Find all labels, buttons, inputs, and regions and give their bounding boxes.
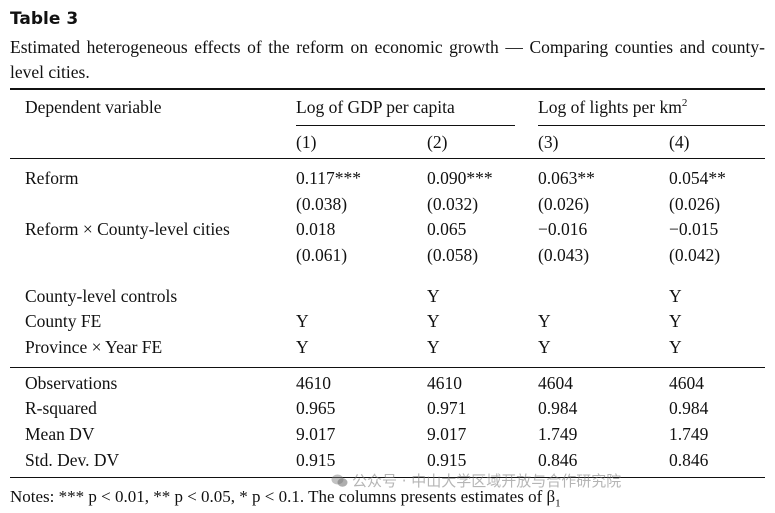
se-cell: (0.058) [427, 245, 479, 265]
row-label-province-year-fe: Province × Year FE [25, 337, 163, 357]
stat-cell: 0.971 [427, 398, 467, 418]
indicator-cell: Y [669, 286, 682, 306]
stat-cell: 0.846 [538, 450, 578, 470]
row-label-reform: Reform [25, 168, 79, 188]
row-label-county-fe: County FE [25, 311, 102, 331]
row-label-controls: County-level controls [25, 286, 178, 306]
group-header-lights: Log of lights per km2 [538, 97, 688, 117]
indicator-cell: Y [296, 337, 309, 357]
group-header-lights-sup: 2 [681, 97, 688, 110]
group2-underline [538, 125, 765, 126]
stat-cell: 0.984 [669, 398, 709, 418]
row-label-observations: Observations [25, 373, 118, 393]
stat-cell: 1.749 [669, 424, 709, 444]
header-rule [10, 158, 765, 159]
stat-cell: 0.915 [296, 450, 336, 470]
stat-cell: 4604 [669, 373, 704, 393]
coef-cell: 0.117*** [296, 168, 361, 188]
se-cell: (0.043) [538, 245, 590, 265]
se-cell: (0.042) [669, 245, 721, 265]
group-header-gdp: Log of GDP per capita [296, 97, 455, 117]
row-label-sd-dv: Std. Dev. DV [25, 450, 120, 470]
table-label: Table 3 [10, 9, 79, 29]
bottom-rule [10, 477, 765, 478]
coef-cell: 0.018 [296, 219, 336, 239]
indicator-cell: Y [427, 311, 440, 331]
se-cell: (0.061) [296, 245, 348, 265]
col-number: (1) [296, 132, 317, 152]
coef-cell: 0.090*** [427, 168, 493, 188]
indicator-cell: Y [296, 311, 309, 331]
watermark-text: 公众号 · 中山大学区域开放与合作研究院 [352, 472, 622, 490]
coef-cell: −0.015 [669, 219, 719, 239]
se-cell: (0.032) [427, 194, 479, 214]
row-label-r-squared: R-squared [25, 398, 97, 418]
stat-cell: 0.965 [296, 398, 336, 418]
se-cell: (0.026) [669, 194, 721, 214]
top-rule [10, 88, 765, 90]
mid-rule [10, 367, 765, 368]
row-label-mean-dv: Mean DV [25, 424, 95, 444]
coef-cell: 0.065 [427, 219, 467, 239]
stat-cell: 4610 [296, 373, 331, 393]
col-number: (3) [538, 132, 559, 152]
group1-underline [296, 125, 515, 126]
stat-cell: 9.017 [427, 424, 467, 444]
footnote-subscript: 1 [555, 497, 561, 510]
indicator-cell: Y [538, 337, 551, 357]
stat-cell: 0.915 [427, 450, 467, 470]
indicator-cell: Y [427, 286, 440, 306]
indicator-cell: Y [538, 311, 551, 331]
coef-cell: 0.054** [669, 168, 726, 188]
dep-var-header: Dependent variable [25, 97, 162, 117]
col-number: (4) [669, 132, 690, 152]
coef-cell: 0.063** [538, 168, 595, 188]
indicator-cell: Y [427, 337, 440, 357]
se-cell: (0.026) [538, 194, 590, 214]
stat-cell: 4610 [427, 373, 462, 393]
se-cell: (0.038) [296, 194, 348, 214]
indicator-cell: Y [669, 311, 682, 331]
stat-cell: 1.749 [538, 424, 578, 444]
stat-cell: 9.017 [296, 424, 336, 444]
watermark: 公众号 · 中山大学区域开放与合作研究院 [331, 470, 621, 491]
stat-cell: 0.846 [669, 450, 709, 470]
col-number: (2) [427, 132, 448, 152]
stat-cell: 4604 [538, 373, 573, 393]
row-label-interaction: Reform × County-level cities [25, 219, 230, 239]
table-caption: Estimated heterogeneous effects of the r… [10, 37, 765, 82]
coef-cell: −0.016 [538, 219, 588, 239]
wechat-icon [331, 474, 348, 488]
stat-cell: 0.984 [538, 398, 578, 418]
indicator-cell: Y [669, 337, 682, 357]
table-footnote: Notes: *** p < 0.01, ** p < 0.05, * p < … [10, 487, 561, 510]
